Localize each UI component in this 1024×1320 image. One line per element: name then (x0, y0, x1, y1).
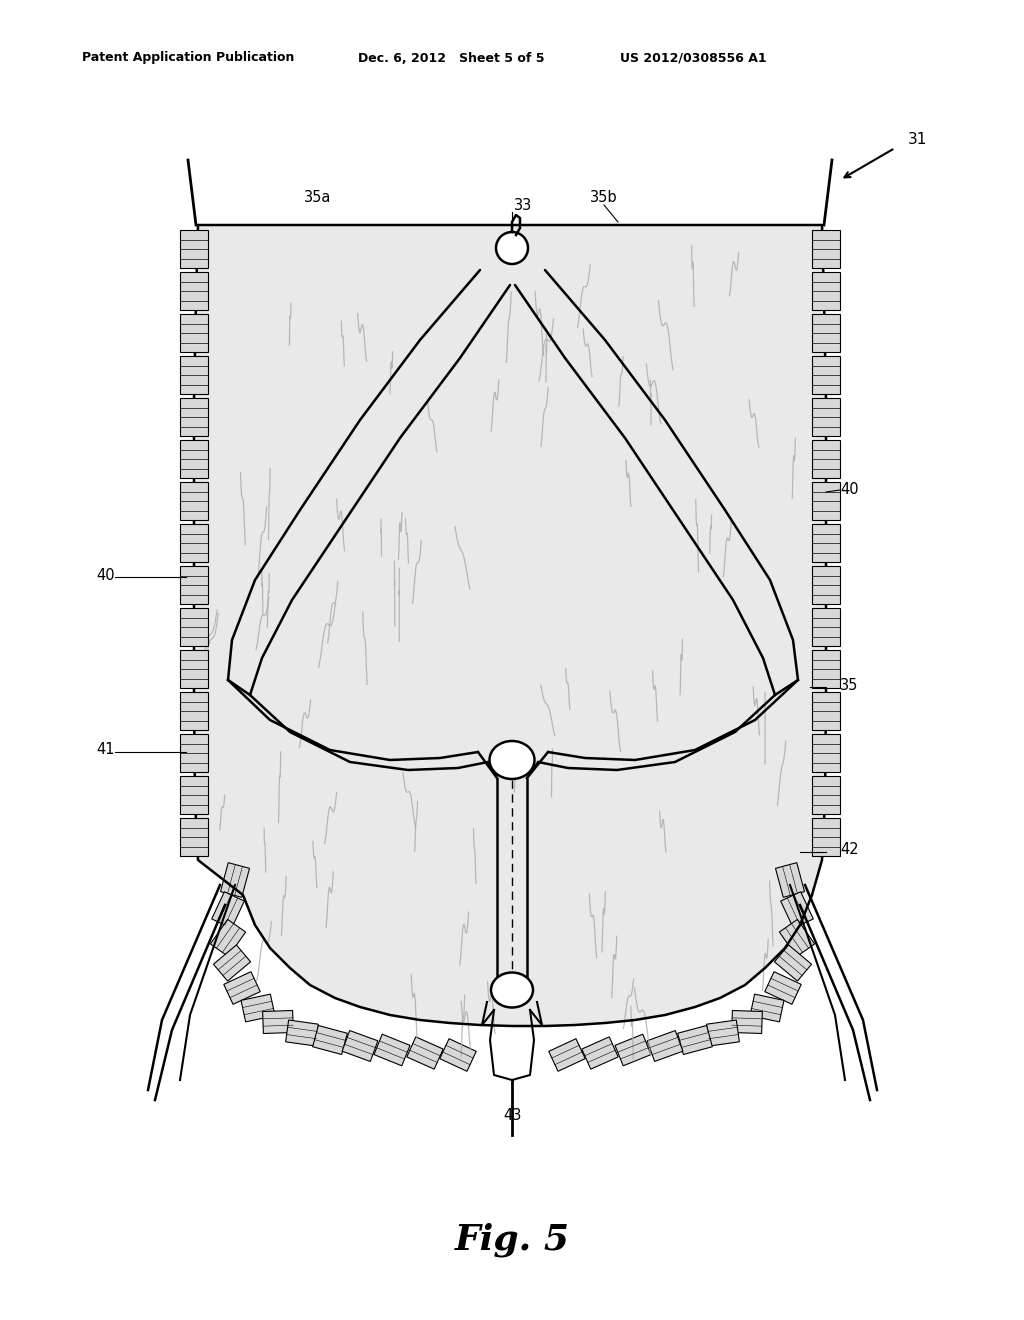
Bar (439, 1039, 476, 1072)
Bar (286, 1020, 318, 1045)
Bar (812, 356, 840, 393)
Bar (180, 399, 208, 436)
Bar (342, 1031, 378, 1061)
Bar (180, 734, 208, 772)
Bar (180, 314, 208, 352)
Bar (812, 566, 840, 605)
Text: 35b: 35b (590, 190, 617, 206)
Bar (775, 863, 805, 898)
Bar (812, 440, 840, 478)
Text: Dec. 6, 2012   Sheet 5 of 5: Dec. 6, 2012 Sheet 5 of 5 (358, 51, 545, 65)
Bar (549, 1039, 586, 1072)
Bar (812, 692, 840, 730)
Text: Patent Application Publication: Patent Application Publication (82, 51, 294, 65)
Bar (779, 920, 815, 957)
Bar (180, 818, 208, 855)
Bar (180, 272, 208, 310)
Bar (180, 482, 208, 520)
Bar (407, 1036, 443, 1069)
Bar (180, 440, 208, 478)
Bar (262, 1011, 293, 1034)
Bar (213, 945, 251, 981)
Bar (180, 649, 208, 688)
Text: US 2012/0308556 A1: US 2012/0308556 A1 (620, 51, 767, 65)
Text: 31: 31 (908, 132, 928, 148)
Bar (765, 972, 801, 1005)
Text: 35: 35 (840, 677, 858, 693)
Bar (812, 230, 840, 268)
Bar (812, 776, 840, 814)
Bar (180, 776, 208, 814)
Bar (812, 314, 840, 352)
Bar (212, 892, 245, 928)
Bar (210, 920, 246, 957)
Bar (224, 972, 260, 1005)
Text: 33: 33 (514, 198, 532, 213)
Bar (678, 1026, 713, 1055)
Bar (812, 272, 840, 310)
Circle shape (496, 232, 528, 264)
Text: 42: 42 (840, 842, 859, 858)
Polygon shape (194, 224, 826, 1026)
Bar (812, 818, 840, 855)
Bar (180, 356, 208, 393)
Bar (812, 399, 840, 436)
Text: Fig. 5: Fig. 5 (455, 1222, 569, 1257)
Bar (812, 524, 840, 562)
Bar (780, 892, 813, 928)
Bar (180, 230, 208, 268)
Bar (615, 1034, 651, 1065)
Bar (812, 482, 840, 520)
Bar (180, 566, 208, 605)
Bar (750, 994, 784, 1022)
Bar (647, 1031, 683, 1061)
Bar (312, 1026, 347, 1055)
Bar (220, 863, 250, 898)
Text: 41: 41 (96, 742, 115, 758)
Ellipse shape (490, 973, 534, 1007)
Ellipse shape (489, 741, 535, 779)
Bar (812, 649, 840, 688)
Text: 40: 40 (840, 483, 859, 498)
Bar (374, 1034, 410, 1065)
Bar (774, 945, 812, 981)
Bar (241, 994, 275, 1022)
Bar (180, 692, 208, 730)
Bar (582, 1036, 618, 1069)
Text: 43: 43 (503, 1107, 521, 1122)
Bar (707, 1020, 739, 1045)
Text: 35a: 35a (304, 190, 332, 206)
Text: 40: 40 (96, 568, 115, 582)
Bar (731, 1011, 763, 1034)
Bar (812, 734, 840, 772)
Bar (812, 609, 840, 645)
Bar (180, 609, 208, 645)
Bar (180, 524, 208, 562)
